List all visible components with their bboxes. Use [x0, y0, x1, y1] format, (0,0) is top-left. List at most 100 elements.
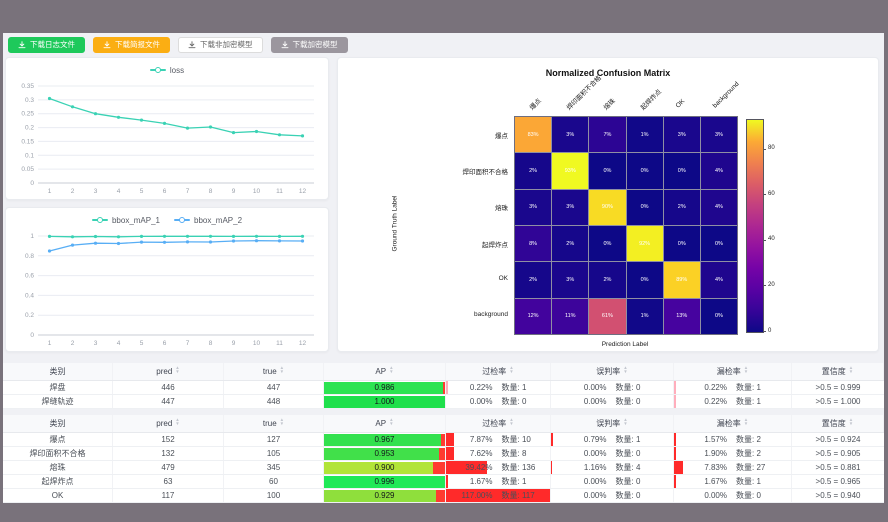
legend-item-bbox_mAP_2[interactable]: bbox_mAP_2 — [174, 216, 242, 225]
column-header-true[interactable]: true ▲ ▼ — [224, 415, 324, 432]
column-header-漏检率[interactable]: 漏检率 ▲ ▼ — [674, 363, 792, 380]
heatmap-cell: 3% — [552, 189, 589, 225]
ap-value: 0.996 — [374, 477, 395, 486]
dashboard: 下载日志文件 下载简报文件 下载非加密模型 下载加密模型 loss 0 0.05 0.… — [3, 33, 884, 503]
column-header-类别: 类别 — [3, 363, 113, 380]
column-label: 爆点 — [528, 97, 543, 112]
column-header-误判率[interactable]: 误判率 ▲ ▼ — [551, 415, 674, 432]
rate-percent: 0.22% — [704, 383, 727, 392]
rate-count: 数量: 10 — [501, 435, 531, 444]
download-icon — [18, 41, 26, 49]
table-row: 起焊炸点 63 60 0.996 1.67% 数量: 1 0.00% 数量: 0 1.67% 数量… — [3, 475, 884, 489]
column-header-AP[interactable]: AP ▲ ▼ — [324, 415, 446, 432]
rate-percent: 1.67% — [704, 477, 727, 486]
column-header-过检率[interactable]: 过检率 ▲ ▼ — [446, 363, 551, 380]
column-label: 熔珠 — [602, 97, 617, 112]
heatmap-cell: 83% — [515, 117, 552, 153]
column-header-label: 过检率 — [482, 419, 507, 428]
svg-text:6: 6 — [163, 340, 167, 347]
row-label: 熔珠 — [495, 205, 508, 213]
svg-text:0.35: 0.35 — [21, 83, 34, 90]
rate-percent: 0.00% — [583, 491, 607, 500]
rate-percent: 0.00% — [583, 477, 607, 486]
colorbar-tick: 60 — [768, 190, 775, 197]
heatmap-cell: 8% — [515, 225, 552, 262]
heatmap-cell: 4% — [700, 153, 737, 189]
sort-icon: ▲ ▼ — [623, 416, 628, 426]
rate-percent: 7.62% — [469, 449, 493, 458]
overkill-rate-cell: 117.00% 数量: 117 — [446, 489, 551, 502]
heatmap-cell: 4% — [700, 189, 737, 225]
rate-percent: 0.00% — [583, 397, 607, 406]
column-header-过检率[interactable]: 过检率 ▲ ▼ — [446, 415, 551, 432]
confidence-cell: >0.5 = 1.000 — [815, 397, 861, 406]
column-header-label: true — [262, 419, 277, 428]
download-plain-model-button[interactable]: 下载非加密模型 — [178, 37, 263, 53]
overkill-rate-cell: 0.00% 数量: 0 — [446, 395, 551, 408]
rate-percent: 0.22% — [704, 397, 727, 406]
svg-text:0.05: 0.05 — [21, 166, 34, 173]
label-cell: 焊印面积不合格 — [3, 447, 113, 460]
heatmap-cell: 13% — [663, 298, 700, 334]
column-header-label: AP — [375, 419, 387, 428]
label-cell: 起焊炸点 — [3, 475, 113, 488]
download-log-button[interactable]: 下载日志文件 — [8, 37, 85, 53]
download-report-button[interactable]: 下载简报文件 — [93, 37, 170, 53]
heatmap-cell: 11% — [552, 298, 589, 334]
label-cell: 焊盘 — [3, 381, 113, 394]
legend-item-loss[interactable]: loss — [149, 66, 184, 75]
rate-count: 数量: 27 — [736, 463, 766, 472]
legend-item-bbox_mAP_1[interactable]: bbox_mAP_1 — [91, 216, 160, 225]
true-cell: 100 — [224, 489, 324, 502]
svg-text:3: 3 — [94, 188, 98, 195]
svg-text:9: 9 — [232, 340, 236, 347]
heatmap-cell: 0% — [626, 189, 663, 225]
download-icon — [103, 41, 111, 49]
overkill-rate-cell: 0.22% 数量: 1 — [446, 381, 551, 394]
svg-text:12: 12 — [299, 188, 307, 195]
column-header-label: 误判率 — [596, 367, 621, 376]
svg-text:0.1: 0.1 — [25, 152, 34, 159]
svg-text:1: 1 — [48, 188, 52, 195]
table-header-row: 类别 pred ▲ ▼ true ▲ ▼ AP ▲ ▼ 过检率 ▲ ▼ 误判率 ▲ ▼ 漏检率 ▲ ▼ 置信度 ▲ ▼ — [3, 363, 884, 381]
column-header-漏检率[interactable]: 漏检率 ▲ ▼ — [674, 415, 792, 432]
column-header-置信度[interactable]: 置信度 ▲ ▼ — [792, 415, 884, 432]
svg-text:8: 8 — [209, 188, 213, 195]
column-header-true[interactable]: true ▲ ▼ — [224, 363, 324, 380]
rate-count: 数量: 0 — [615, 397, 641, 406]
column-header-pred[interactable]: pred ▲ ▼ — [113, 415, 224, 432]
ap-value: 0.929 — [374, 491, 395, 500]
column-header-pred[interactable]: pred ▲ ▼ — [113, 363, 224, 380]
column-header-误判率[interactable]: 误判率 ▲ ▼ — [551, 363, 674, 380]
ap-cell: 1.000 — [324, 395, 446, 408]
column-header-AP[interactable]: AP ▲ ▼ — [324, 363, 446, 380]
column-header-label: 置信度 — [821, 419, 846, 428]
line-chart: 00.20.40.60.811 2 3 4 5 6 7 8 9 10 11 12 — [25, 233, 314, 347]
colorbar-tick: 0 — [768, 327, 772, 334]
table-row: 焊缝轨迹 447 448 1.000 0.00% 数量: 0 0.00% 数量: 0 0.22%… — [3, 395, 884, 409]
heatmap-cell: 61% — [589, 298, 626, 334]
column-header-label: AP — [375, 367, 387, 376]
row-label: OK — [498, 274, 508, 282]
download-encrypted-model-button[interactable]: 下载加密模型 — [270, 37, 348, 53]
svg-text:1: 1 — [30, 233, 34, 240]
rate-count: 数量: 4 — [615, 463, 641, 472]
column-header-置信度[interactable]: 置信度 ▲ ▼ — [792, 363, 884, 380]
sort-icon: ▲ ▼ — [175, 364, 180, 374]
column-label: 起焊炸点 — [639, 88, 663, 112]
heatmap-cell: 0% — [700, 298, 737, 334]
svg-text:0: 0 — [30, 332, 34, 339]
heatmap-cell: 0% — [663, 153, 700, 189]
button-label: 下载日志文件 — [30, 40, 75, 50]
ap-cell: 0.953 — [324, 447, 446, 460]
pred-cell: 479 — [113, 461, 224, 474]
ap-cell: 0.900 — [324, 461, 446, 474]
summary-table-defects: 类别 pred ▲ ▼ true ▲ ▼ AP ▲ ▼ 过检率 ▲ ▼ 误判率 ▲ ▼ 漏检率 ▲ ▼ 置信度 ▲ ▼ 爆点… — [3, 415, 884, 503]
legend-label: bbox_mAP_2 — [194, 215, 243, 225]
true-cell: 447 — [224, 381, 324, 394]
confidence-cell: >0.5 = 0.881 — [815, 463, 861, 472]
rate-count: 数量: 0 — [615, 477, 641, 486]
legend-marker-icon — [149, 66, 166, 74]
rate-percent: 1.16% — [583, 463, 607, 472]
true-cell: 127 — [224, 433, 324, 446]
